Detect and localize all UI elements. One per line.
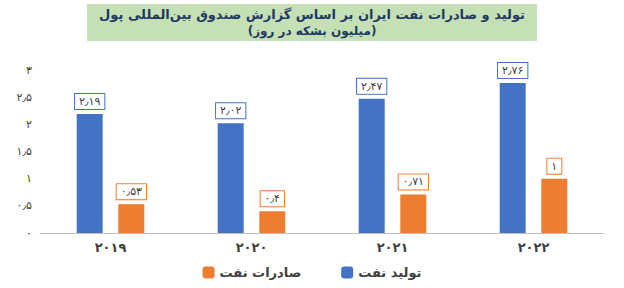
svg-text:۲٫۰۲: ۲٫۰۲: [220, 104, 241, 117]
svg-text:۲۰۲۲: ۲۰۲۲: [518, 240, 550, 255]
svg-text:(میلیون بشکه در روز): (میلیون بشکه در روز): [248, 24, 377, 39]
svg-text:۲۰۲۱: ۲۰۲۱: [377, 240, 409, 255]
svg-text:۱: ۱: [551, 160, 557, 173]
svg-text:۱: ۱: [26, 172, 32, 185]
svg-text:تولید نفت: تولید نفت: [358, 265, 421, 280]
svg-text:۲٫۴۷: ۲٫۴۷: [361, 80, 382, 93]
svg-text:۱٫۵: ۱٫۵: [17, 145, 32, 158]
svg-text:۰٫۵۳: ۰٫۵۳: [121, 185, 142, 198]
svg-text:۰٫۴: ۰٫۴: [265, 192, 280, 205]
svg-text:۲٫۵: ۲٫۵: [17, 91, 32, 104]
svg-text:۰٫۵: ۰٫۵: [17, 199, 32, 212]
svg-text:صادرات نفت: صادرات نفت: [220, 265, 302, 280]
svg-text:۲٫۷۶: ۲٫۷۶: [502, 64, 523, 77]
svg-text:۲: ۲: [26, 118, 32, 131]
svg-text:۰: ۰: [26, 227, 32, 240]
svg-text:۲۰۲۰: ۲۰۲۰: [236, 240, 268, 255]
svg-text:۲۰۱۹: ۲۰۱۹: [95, 240, 127, 255]
svg-text:تولید و صادرات نفت ایران بر اس: تولید و صادرات نفت ایران بر اساس گزارش ص…: [99, 7, 525, 22]
svg-text:۲٫۱۹: ۲٫۱۹: [79, 95, 100, 108]
svg-text:۰٫۷۱: ۰٫۷۱: [403, 175, 424, 188]
svg-text:۳: ۳: [26, 64, 32, 77]
